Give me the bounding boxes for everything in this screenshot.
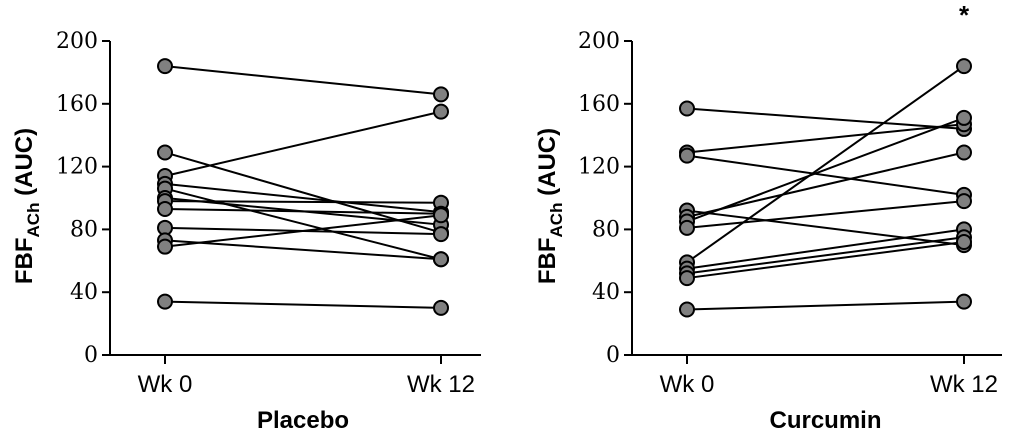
placebo-y-ticks: 0 40 80 120 160 200 (56, 29, 442, 368)
placebo-marks (157, 58, 449, 316)
curcumin-point-8-wk12 (956, 58, 972, 75)
curcumin-point-12-wk0 (679, 301, 695, 318)
placebo-point-11-wk12 (433, 207, 449, 224)
placebo-point-8-wk0 (157, 200, 173, 217)
curcumin-point-11-wk12 (956, 233, 972, 250)
curcumin-subject-line-9 (686, 228, 965, 270)
curcumin-subject-line-6 (686, 116, 965, 223)
curcumin-subject-line-11 (686, 240, 965, 280)
curcumin-y-axis-label: FBFACh (AUC) (534, 128, 566, 284)
curcumin-ytick-label-40: 40 (592, 280, 620, 305)
curcumin-point-1-wk0 (679, 100, 695, 117)
placebo-subject-line-12 (164, 300, 442, 309)
curcumin-x-axis-label: Curcumin (769, 407, 881, 434)
placebo-subject-line-3 (164, 110, 442, 177)
placebo-point-2-wk0 (157, 144, 173, 161)
placebo-point-1-wk12 (433, 86, 449, 103)
curcumin-marks (679, 58, 972, 318)
placebo-y-axis-label: FBFACh (AUC) (11, 128, 43, 284)
placebo-point-12-wk12 (433, 299, 449, 316)
curcumin-subject-line-1 (686, 107, 965, 130)
curcumin-panel: FBFACh (AUC) 0 40 80 120 160 200 Wk 0 Wk 12 C… (534, 0, 1002, 434)
curcumin-subject-line-2 (686, 123, 965, 154)
curcumin-ytick-label-0: 0 (606, 343, 620, 368)
curcumin-subject-line-4 (686, 209, 965, 247)
curcumin-point-12-wk12 (956, 293, 972, 310)
placebo-subject-line-4 (164, 182, 442, 214)
curcumin-subject-line-7 (686, 200, 965, 229)
placebo-subject-line-11 (164, 214, 442, 248)
placebo-subject-line-1 (164, 65, 442, 96)
curcumin-significance-marker: * (959, 0, 970, 30)
placebo-xtick-wk12: Wk 12 (407, 371, 475, 398)
curcumin-point-3-wk0 (679, 147, 695, 164)
placebo-point-10-wk12 (433, 251, 449, 268)
curcumin-xtick-wk0: Wk 0 (660, 371, 715, 398)
curcumin-ytick-label-160: 160 (578, 92, 620, 117)
placebo-ytick-label-160: 160 (56, 92, 98, 117)
curcumin-subject-line-10 (686, 236, 965, 275)
placebo-point-1-wk0 (157, 58, 173, 75)
placebo-subject-line-7 (164, 200, 442, 204)
curcumin-subject-line-12 (686, 300, 965, 311)
curcumin-ytick-label-120: 120 (578, 155, 620, 180)
curcumin-xtick-wk12: Wk 12 (930, 371, 998, 398)
curcumin-point-11-wk0 (679, 270, 695, 287)
placebo-ytick-label-200: 200 (56, 29, 98, 54)
curcumin-ytick-label-80: 80 (592, 217, 620, 242)
placebo-point-12-wk0 (157, 293, 173, 310)
curcumin-subject-line-8 (686, 65, 965, 264)
curcumin-subject-line-5 (686, 151, 965, 218)
placebo-subject-line-8 (164, 207, 442, 215)
curcumin-point-7-wk0 (679, 219, 695, 236)
curcumin-subject-line-3 (686, 154, 965, 196)
placebo-point-3-wk12 (433, 103, 449, 120)
curcumin-y-ticks: 0 40 80 120 160 200 (578, 29, 965, 368)
placebo-panel: FBFACh (AUC) 0 40 80 120 160 200 Wk 0 Wk 12 P… (11, 29, 481, 434)
placebo-subject-line-10 (164, 239, 442, 261)
placebo-point-11-wk0 (157, 238, 173, 255)
placebo-point-9-wk12 (433, 226, 449, 243)
placebo-x-axis-label: Placebo (257, 407, 349, 434)
placebo-ytick-label-80: 80 (70, 217, 98, 242)
placebo-subject-line-5 (164, 187, 442, 261)
curcumin-point-7-wk12 (956, 193, 972, 210)
curcumin-point-6-wk12 (956, 109, 972, 126)
curcumin-ytick-label-200: 200 (578, 29, 620, 54)
placebo-ytick-label-0: 0 (84, 343, 98, 368)
placebo-ytick-label-120: 120 (56, 155, 98, 180)
curcumin-point-5-wk12 (956, 144, 972, 161)
placebo-ytick-label-40: 40 (70, 280, 98, 305)
placebo-xtick-wk0: Wk 0 (138, 371, 193, 398)
